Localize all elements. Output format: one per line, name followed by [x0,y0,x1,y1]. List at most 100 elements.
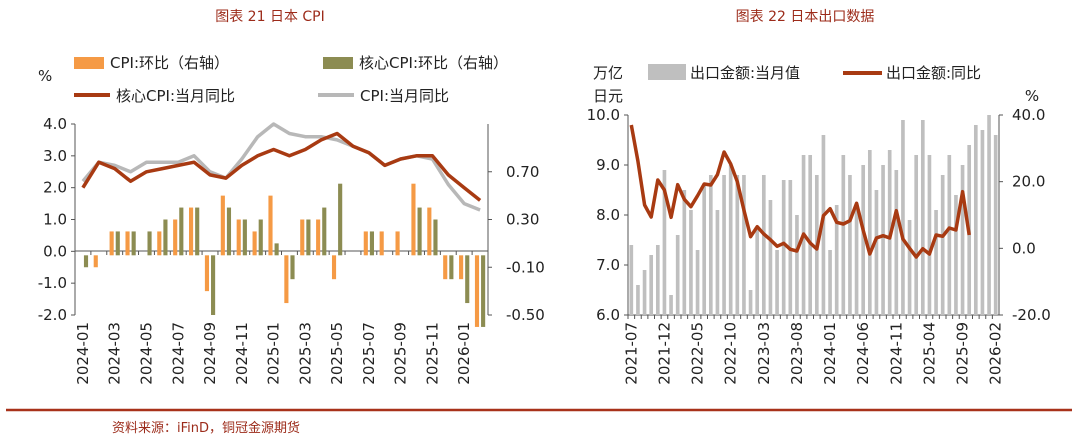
export-value-bar [841,155,846,315]
x-tick-label: 2025-03 [296,322,314,385]
export-value-bar [808,155,813,315]
export-bars [629,115,998,315]
export-value-bar [828,250,832,315]
left-tick-label: 4.0 [43,115,67,133]
x-tick-label: 2025-05 [328,322,346,385]
export-value-bar [636,285,640,315]
x-tick-label: 2026-02 [987,322,1005,385]
cpi-legend: CPI:环比（右轴） 核心CPI:环比（右轴） 核心CPI:当月同比 CPI:当… [74,54,508,105]
core-cpi-mom-bar [417,207,422,256]
core-cpi-mom-bar [322,207,327,256]
export-value-bar [907,220,912,315]
x-tick-label: 2025-01 [265,322,283,385]
cpi-mom-bar [316,219,321,256]
japan-cpi-chart: 图表 21 日本 CPI % CPI:环比（右轴） 核心CPI:环比（右轴） 核… [38,9,545,385]
export-value-bar [689,210,693,315]
cpi-mom-bar [331,255,337,280]
right-tick-label: -0.50 [506,306,545,324]
left-tick-label: 6.0 [596,306,620,324]
export-value-bar [993,135,998,315]
x-tick-label: 2024-06 [854,322,872,385]
export-value-bar [854,205,859,315]
cpi-mom-bar [379,231,384,256]
export-left-unit-line2: 日元 [593,87,623,105]
core-cpi-mom-bar [83,255,89,268]
export-yoy-line [629,124,971,259]
export-value-bar [894,170,899,315]
x-tick-label: 2025-07 [360,322,378,385]
core-cpi-mom-bar [163,219,168,256]
cpi-left-unit: % [38,67,52,85]
cpi-mom-bar [93,255,98,268]
export-value-bar [980,130,985,315]
core-cpi-mom-bar [449,255,454,280]
export-value-bar [781,180,786,315]
cpi-mom-bar [363,231,368,256]
left-tick-label: 3.0 [43,147,67,165]
export-value-bar [742,175,746,315]
export-value-bar [861,165,866,315]
export-value-bar [722,175,726,315]
x-tick-label: 2025-04 [920,322,938,385]
x-tick-label: 2024-01 [821,322,839,385]
export-value-bar [655,245,660,315]
export-chart-title: 图表 22 日本出口数据 [736,9,875,25]
core-cpi-mom-bar [290,255,295,280]
x-tick-label: 2025-09 [392,322,410,385]
core-cpi-mom-bar [465,255,470,304]
export-lines [629,124,971,259]
right-tick-label: 0.70 [506,163,539,181]
cpi-mom-bar [427,207,432,256]
x-tick-label: 2024-05 [137,322,155,385]
core-cpi-mom-bar [481,255,486,327]
x-tick-label: 2024-11 [233,322,251,385]
cpi-lines [81,122,482,212]
left-tick-label: -1.0 [38,274,67,292]
cpi-mom-bar [268,195,273,256]
cpi-mom-bar [411,183,416,256]
cpi-yoy-line [81,122,481,212]
cpi-mom-bar [300,219,305,256]
export-value-bar [748,290,753,315]
cpi-mom-bar [443,255,448,280]
core-cpi-mom-bar [306,219,311,256]
cpi-mom-bar [220,195,225,256]
export-value-bar [755,230,760,315]
x-tick-label: 2023-08 [788,322,806,385]
core-cpi-yoy-line [81,131,482,202]
export-value-bar [662,170,667,315]
left-tick-label: 2.0 [43,179,67,197]
export-value-bar [973,125,978,315]
left-tick-label: 10.0 [587,106,620,124]
core-cpi-mom-bar [131,231,136,256]
export-value-bar [768,200,773,315]
right-tick-label: -20.0 [1012,306,1051,324]
export-value-bar [874,190,879,315]
export-value-bar [629,245,634,315]
export-value-bar [682,190,687,315]
cpi-mom-bar [236,219,241,256]
core-cpi-mom-bar [369,231,374,256]
legend-label-export-yoy: 出口金额:同比 [886,64,981,82]
export-value-bar [795,215,799,315]
export-value-bar [848,175,852,315]
cpi-mom-bar [284,255,289,304]
cpi-mom-bar [109,231,114,256]
export-value-bar [775,250,779,315]
left-tick-label: 9.0 [596,156,620,174]
x-tick-label: 2021-07 [622,322,640,385]
core-cpi-mom-bar [258,219,263,256]
right-tick-label: -0.10 [506,258,545,276]
export-value-bar [960,165,965,315]
export-value-bar [947,155,952,315]
right-tick-label: 0.0 [1012,239,1036,257]
export-value-bar [715,210,720,315]
core-cpi-mom-bar [179,207,184,256]
export-value-bar [867,150,872,315]
x-tick-label: 2024-11 [887,322,905,385]
right-tick-label: 0.30 [506,211,539,229]
export-value-bar [881,165,885,315]
legend-label-export-value: 出口金额:当月值 [690,64,800,82]
japan-export-chart: 图表 22 日本出口数据 万亿 日元 % 出口金额:当月值 出口金额:同比 10… [587,9,1051,385]
x-tick-label: 2021-12 [655,322,673,385]
